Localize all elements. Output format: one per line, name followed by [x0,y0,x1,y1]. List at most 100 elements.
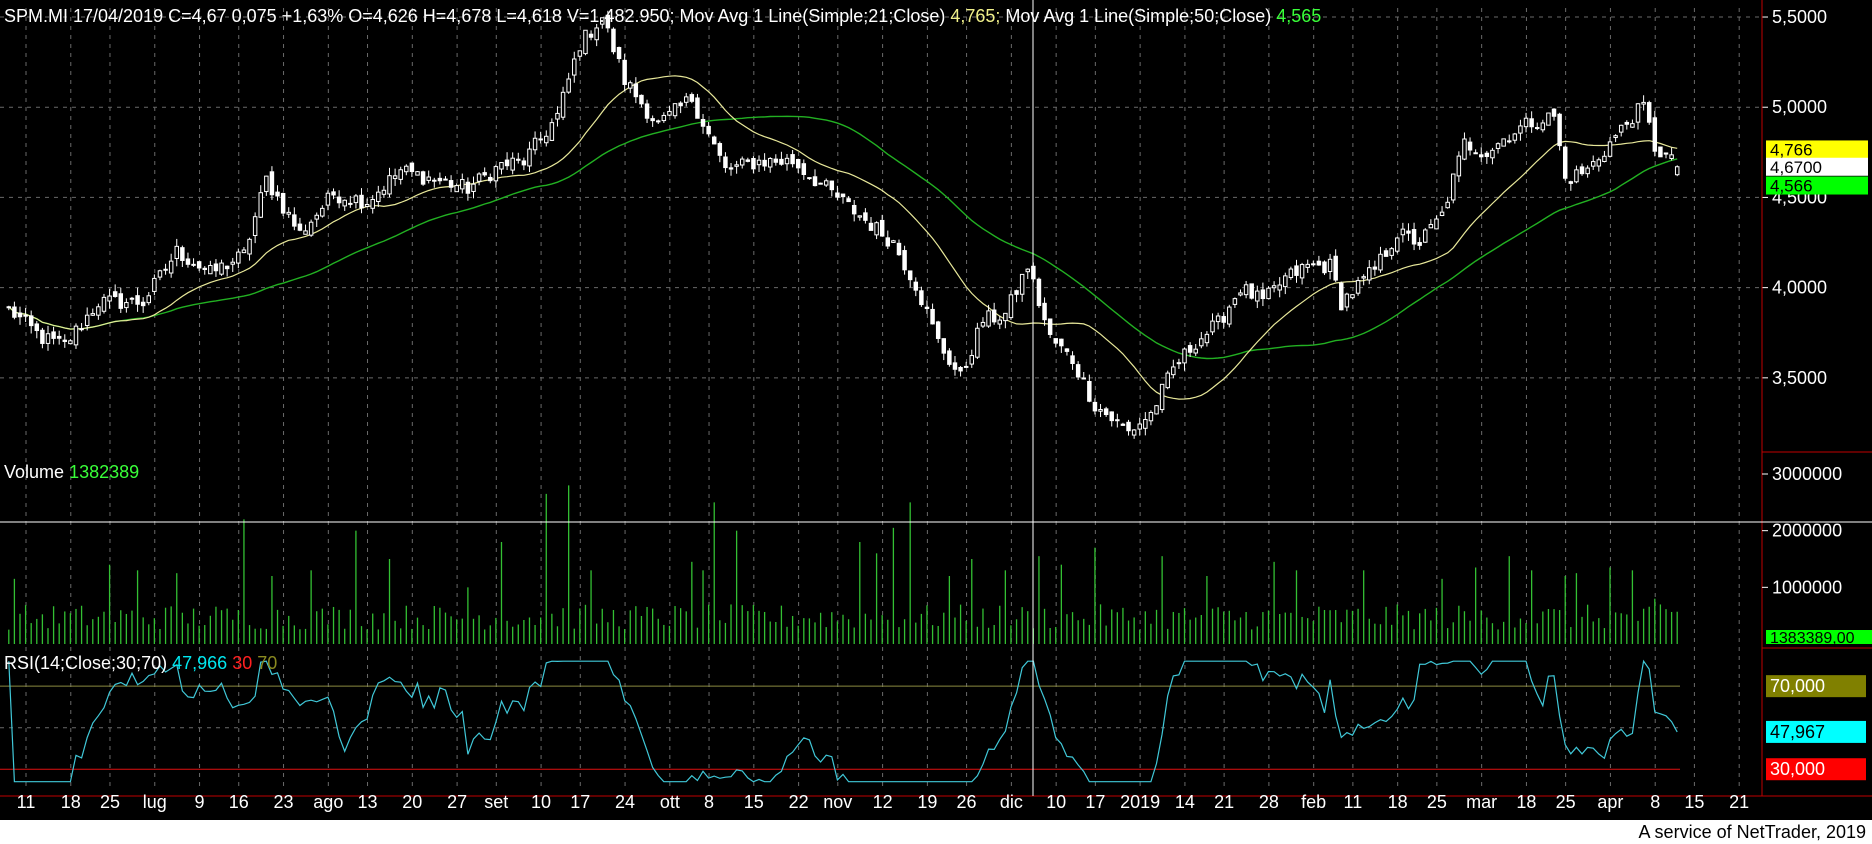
candle-body[interactable] [17,312,23,318]
candle-body[interactable] [1283,275,1288,288]
ma50-line[interactable] [8,115,1678,360]
candle-body[interactable] [504,159,510,167]
candle-body[interactable] [997,319,1002,325]
candle-body[interactable] [1635,103,1641,123]
candle-body[interactable] [107,295,112,302]
candle-body[interactable] [879,219,885,237]
candle-body[interactable] [1305,263,1310,268]
candle-body[interactable] [1630,123,1635,128]
candle-body[interactable] [639,94,644,105]
candle-body[interactable] [1064,348,1070,352]
candle-body[interactable] [1165,372,1170,389]
candle-body[interactable] [1199,338,1204,347]
candle-body[interactable] [1462,138,1467,160]
candle-body[interactable] [157,270,163,278]
candle-body[interactable] [1523,117,1529,128]
candle-body[interactable] [1014,290,1019,295]
candle-body[interactable] [1255,290,1260,302]
candle-body[interactable] [12,306,17,318]
candle-body[interactable] [6,306,12,309]
candle-body[interactable] [1103,408,1109,416]
candle-body[interactable] [1646,102,1652,123]
candle-body[interactable] [79,328,84,331]
candle-body[interactable] [605,14,611,29]
candle-body[interactable] [353,195,359,204]
candle-body[interactable] [684,96,689,103]
candle-body[interactable] [1551,108,1557,117]
candle-body[interactable] [555,112,560,120]
candle-body[interactable] [1148,411,1154,422]
candle-body[interactable] [958,366,963,372]
candle-body[interactable] [1568,181,1574,184]
candle-body[interactable] [1260,289,1266,300]
candle-body[interactable] [292,214,297,227]
candle-body[interactable] [1204,333,1210,344]
candle-body[interactable] [823,180,829,186]
candle-body[interactable] [1641,101,1646,105]
candle-body[interactable] [437,177,443,182]
candle-body[interactable] [68,340,73,345]
candle-body[interactable] [611,28,616,53]
candle-body[interactable] [1663,152,1669,155]
candle-body[interactable] [1557,113,1562,147]
candle-body[interactable] [1613,135,1618,138]
candle-body[interactable] [1395,237,1400,252]
candle-body[interactable] [342,199,347,207]
candle-body[interactable] [588,33,594,38]
candle-body[interactable] [516,158,521,161]
candle-body[interactable] [152,277,157,292]
candle-body[interactable] [656,120,661,123]
candle-body[interactable] [1439,211,1445,217]
candle-body[interactable] [1322,261,1327,274]
candle-body[interactable] [325,192,331,206]
candle-body[interactable] [851,204,857,215]
candle-body[interactable] [1383,250,1389,257]
candle-body[interactable] [1484,152,1490,157]
candle-body[interactable] [1652,117,1658,152]
candle-body[interactable] [387,175,392,195]
candle-body[interactable] [1232,298,1238,305]
candle-body[interactable] [432,179,437,182]
candle-body[interactable] [510,157,515,171]
candle-body[interactable] [1271,285,1277,289]
candle-body[interactable] [297,223,303,231]
candle-body[interactable] [857,215,863,218]
candle-body[interactable] [1087,380,1092,402]
candle-body[interactable] [348,202,353,205]
candle-body[interactable] [96,306,101,316]
candle-body[interactable] [1171,366,1176,376]
candle-body[interactable] [538,138,543,141]
candle-body[interactable] [118,293,124,309]
candle-body[interactable] [1518,125,1523,134]
candle-body[interactable] [219,262,224,275]
candle-body[interactable] [1540,122,1546,131]
candle-body[interactable] [963,365,969,368]
candle-body[interactable] [947,350,952,365]
candle-body[interactable] [370,198,375,209]
candle-body[interactable] [381,189,387,195]
candle-body[interactable] [891,240,896,243]
candle-body[interactable] [1451,173,1456,201]
candle-body[interactable] [1008,294,1014,319]
candle-body[interactable] [404,165,409,173]
candle-body[interactable] [73,325,79,346]
candle-body[interactable] [146,295,152,304]
candle-body[interactable] [628,82,633,89]
candle-body[interactable] [644,103,650,119]
candle-body[interactable] [247,238,252,255]
candle-body[interactable] [1512,133,1518,141]
candle-body[interactable] [924,306,930,310]
candle-body[interactable] [1350,294,1355,299]
candle-body[interactable] [723,156,728,169]
candle-body[interactable] [1579,166,1585,175]
ma21-line[interactable] [8,75,1678,400]
candle-body[interactable] [1288,268,1294,279]
candle-body[interactable] [185,258,191,265]
candle-body[interactable] [28,315,34,327]
candle-body[interactable] [1367,267,1372,281]
candle-body[interactable] [952,362,958,370]
candle-body[interactable] [795,159,801,169]
candle-body[interactable] [280,192,286,214]
candle-body[interactable] [1182,348,1187,364]
candle-body[interactable] [275,191,280,197]
